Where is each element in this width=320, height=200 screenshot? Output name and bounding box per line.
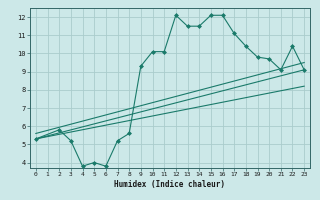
X-axis label: Humidex (Indice chaleur): Humidex (Indice chaleur) <box>115 180 226 189</box>
